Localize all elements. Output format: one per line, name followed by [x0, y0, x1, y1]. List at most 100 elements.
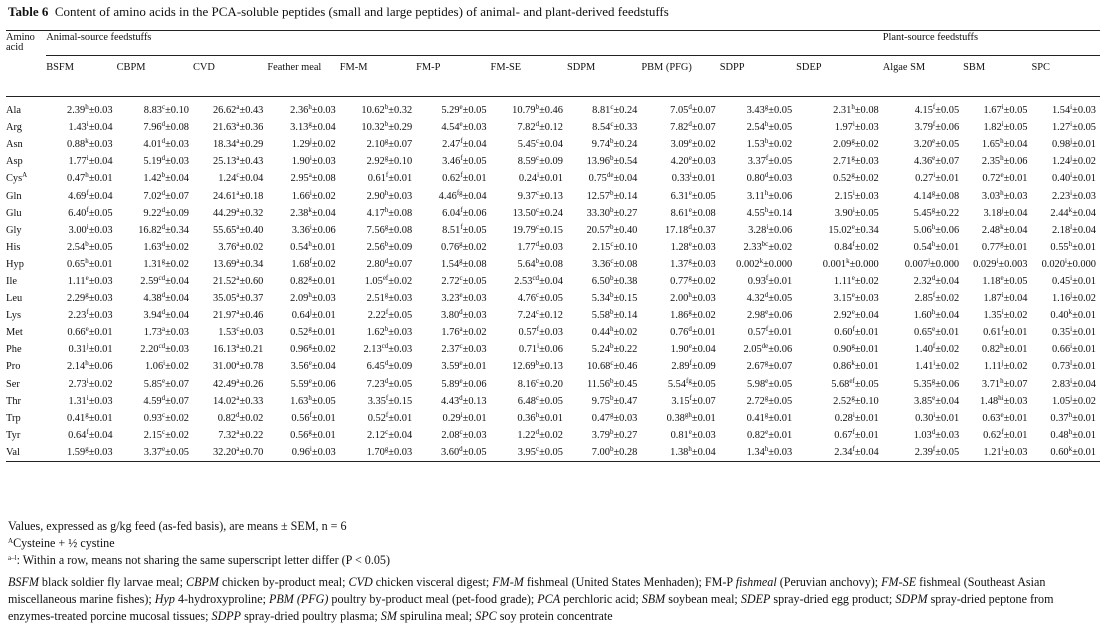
value-cell: 0.56f±0.01: [291, 410, 336, 424]
value-cell: 8.51f±0.05: [442, 222, 487, 236]
value-cell: 2.90h±0.03: [366, 188, 413, 202]
value-cell: 33.30b±0.27: [586, 205, 638, 219]
value-cell: 9.75b±0.47: [591, 393, 638, 407]
value-cell: 1.53h±0.02: [746, 137, 793, 151]
value-cell: 0.86k±0.01: [833, 359, 879, 373]
value-cell: 0.71i±0.06: [518, 342, 563, 356]
value-cell: 24.61a±0.18: [212, 188, 264, 202]
abbreviations-note: BSFM black soldier fly larvae meal; CBPM…: [8, 575, 1057, 623]
value-cell: 13.69a±0.34: [212, 256, 264, 270]
value-cell: 2.73i±0.02: [68, 376, 113, 390]
value-cell: 0.52f±0.01: [367, 410, 413, 424]
value-cell: 1.77d±0.03: [517, 239, 563, 253]
value-cell: 5.24b±0.22: [591, 342, 638, 356]
value-cell: 7.82d±0.12: [517, 120, 563, 134]
table-row: Arg 1.43i±0.04 7.96d±0.08 21.63a±0.36 3.13g±…: [6, 119, 1100, 136]
value-cell: 0.45i±0.01: [1051, 273, 1096, 287]
value-cell: 3.36c±0.08: [592, 256, 638, 270]
amino-acid-cell: Val: [6, 443, 47, 462]
animal-source-group-header: Animal-source feedstuffs: [46, 30, 883, 56]
column-header: CBPM: [116, 55, 193, 97]
column-header: FM-M: [339, 55, 417, 97]
value-cell: 7.00b±0.28: [566, 443, 642, 462]
value-cell: 1.97i±0.03: [834, 120, 879, 134]
table-row: Thr 1.31i±0.03 4.59d±0.07 14.02a±0.33 1.63h±…: [6, 393, 1100, 410]
value-cell: 7.05d±0.07: [670, 103, 716, 117]
table-row: Leu 2.29g±0.03 4.38d±0.04 35.05a±0.37 2.09h±…: [6, 290, 1100, 307]
table-caption: Table 6 Content of amino acids in the PC…: [8, 4, 669, 20]
value-cell: 2.39h±0.03: [67, 103, 113, 117]
value-cell: 0.029i±0.003: [973, 256, 1028, 270]
value-cell: 1.90i±0.03: [291, 154, 336, 168]
value-cell: 2.15c±0.02: [143, 427, 189, 441]
value-cell: 1.21i±0.03: [963, 443, 1032, 462]
value-cell: 2.98e±0.06: [746, 308, 793, 322]
amino-acid-cell: Phe: [6, 344, 22, 356]
value-cell: 4.01d±0.03: [143, 137, 189, 151]
column-header: Feather meal: [267, 55, 340, 97]
amino-acid-cell: Asp: [6, 156, 23, 168]
value-cell: 0.57f±0.01: [747, 325, 793, 339]
value-cell: 16.82d±0.34: [138, 222, 189, 236]
value-cell: 9.22d±0.09: [143, 205, 189, 219]
value-cell: 0.41g±0.01: [67, 410, 113, 424]
value-cell: 0.57f±0.03: [518, 325, 563, 339]
value-cell: 1.31g±0.02: [143, 256, 189, 270]
value-cell: 0.64j±0.01: [291, 308, 336, 322]
value-cell: 1.29j±0.02: [291, 137, 336, 151]
value-cell: 0.36h±0.01: [517, 410, 563, 424]
value-cell: 0.82e±0.01: [746, 427, 793, 441]
value-cell: 2.95a±0.08: [290, 171, 336, 185]
value-cell: 10.79b±0.46: [512, 103, 563, 117]
value-cell: 2.54h±0.05: [746, 120, 793, 134]
value-cell: 1.03d±0.03: [913, 427, 960, 441]
value-cell: 0.84f±0.02: [834, 239, 879, 253]
value-cell: 3.36i±0.06: [291, 222, 336, 236]
table-row: CysA 0.47h±0.01 1.42b±0.04 1.24c±0.04 2.95a±…: [6, 170, 1100, 187]
column-header: BSFM: [46, 55, 117, 97]
value-cell: 2.48k±0.04: [981, 222, 1028, 236]
value-cell: 1.43i±0.04: [68, 120, 113, 134]
value-cell: 0.73l±0.01: [1051, 359, 1096, 373]
value-cell: 6.40f±0.05: [68, 205, 113, 219]
value-cell: 7.23d±0.05: [366, 376, 413, 390]
value-cell: 2.10g±0.07: [366, 137, 413, 151]
value-cell: 0.82h±0.01: [981, 342, 1028, 356]
value-cell: 3.23e±0.03: [441, 291, 487, 305]
value-cell: 2.89f±0.09: [671, 359, 716, 373]
table-title: Content of amino acids in the PCA-solubl…: [54, 4, 669, 19]
value-cell: 0.66i±0.01: [1051, 342, 1096, 356]
value-cell: 0.37h±0.01: [1050, 410, 1096, 424]
amino-acid-cell: Met: [6, 327, 23, 339]
value-cell: 17.18d±0.37: [664, 222, 716, 236]
value-cell: 25.13a±0.43: [212, 154, 264, 168]
value-cell: 0.41g±0.01: [746, 410, 793, 424]
value-cell: 0.96g±0.02: [290, 342, 336, 356]
value-cell: 0.52g±0.02: [833, 171, 879, 185]
value-cell: 1.76a±0.02: [441, 325, 487, 339]
table-row: Tyr 0.64f±0.04 2.15c±0.02 7.32a±0.22 0.56g±0…: [6, 427, 1100, 444]
value-cell: 3.76a±0.02: [218, 239, 264, 253]
amino-acid-cell: Hyp: [6, 258, 24, 270]
value-cell: 1.22d±0.02: [517, 427, 563, 441]
value-cell: 13.96b±0.54: [586, 154, 638, 168]
value-cell: 5.64b±0.08: [517, 256, 563, 270]
value-cell: 2.44k±0.04: [1050, 205, 1096, 219]
value-cell: 3.37f±0.05: [747, 154, 793, 168]
value-cell: 44.29a±0.32: [212, 205, 264, 219]
table-row: Pro 2.14h±0.06 1.06i±0.02 31.00a±0.78 3.56e±…: [6, 358, 1100, 375]
value-cell: 7.82d±0.07: [670, 120, 716, 134]
value-cell: 0.93f±0.01: [747, 273, 793, 287]
value-cell: 13.50c±0.24: [512, 205, 563, 219]
value-cell: 2.29g±0.03: [67, 291, 113, 305]
value-cell: 0.29i±0.01: [442, 410, 487, 424]
table-row: Ile 1.11e±0.03 2.59cd±0.04 21.52a±0.60 0.82g…: [6, 273, 1100, 290]
value-cell: 0.48h±0.01: [1050, 427, 1096, 441]
value-cell: 26.62a±0.43: [212, 103, 264, 117]
value-cell: 0.44h±0.02: [591, 325, 638, 339]
value-cell: 8.54c±0.33: [592, 120, 638, 134]
value-cell: 2.52g±0.10: [833, 393, 879, 407]
value-cell: 1.90e±0.04: [670, 342, 716, 356]
value-cell: 4.54e±0.03: [441, 120, 487, 134]
value-cell: 5.68ef±0.05: [831, 376, 879, 390]
